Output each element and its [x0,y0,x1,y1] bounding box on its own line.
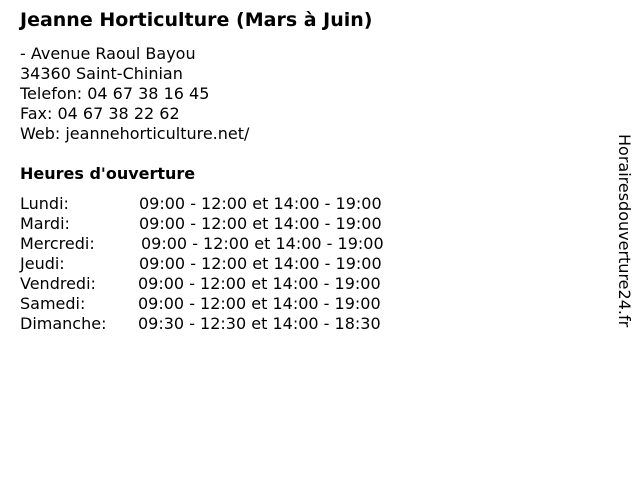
day-label: Lundi: [20,194,69,213]
day-label: Jeudi: [20,254,65,273]
hours-row: Lundi: 09:00 - 12:00 et 14:00 - 19:00 [20,194,440,214]
day-label: Dimanche: [20,314,107,333]
time-range: 09:00 - 12:00 et 14:00 - 19:00 [138,294,381,313]
website: Web: jeannehorticulture.net/ [20,124,250,143]
street: - Avenue Raoul Bayou [20,44,196,63]
hours-table: Lundi: 09:00 - 12:00 et 14:00 - 19:00 Mar… [20,194,440,334]
hours-row: Dimanche: 09:30 - 12:30 et 14:00 - 18:30 [20,314,440,334]
time-range: 09:00 - 12:00 et 14:00 - 19:00 [139,254,382,273]
time-range: 09:00 - 12:00 et 14:00 - 19:00 [141,234,384,253]
business-title: Jeanne Horticulture (Mars à Juin) [20,9,373,31]
day-label: Mardi: [20,214,70,233]
hours-row: Mardi: 09:00 - 12:00 et 14:00 - 19:00 [20,214,440,234]
hours-row: Samedi: 09:00 - 12:00 et 14:00 - 19:00 [20,294,440,314]
hours-row: Mercredi: 09:00 - 12:00 et 14:00 - 19:00 [20,234,440,254]
day-label: Samedi: [20,294,86,313]
time-range: 09:00 - 12:00 et 14:00 - 19:00 [138,274,381,293]
day-label: Vendredi: [20,274,96,293]
phone: Telefon: 04 67 38 16 45 [20,84,210,103]
time-range: 09:30 - 12:30 et 14:00 - 18:30 [138,314,381,333]
time-range: 09:00 - 12:00 et 14:00 - 19:00 [139,214,382,233]
address-block: - Avenue Raoul Bayou 34360 Saint-Chinian… [20,44,249,144]
hours-row: Vendredi: 09:00 - 12:00 et 14:00 - 19:00 [20,274,440,294]
day-label: Mercredi: [20,234,95,253]
fax: Fax: 04 67 38 22 62 [20,104,180,123]
city: 34360 Saint-Chinian [20,64,183,83]
time-range: 09:00 - 12:00 et 14:00 - 19:00 [139,194,382,213]
hours-heading: Heures d'ouverture [20,164,196,183]
hours-row: Jeudi: 09:00 - 12:00 et 14:00 - 19:00 [20,254,440,274]
brand-watermark: Horairesdouverture24.fr [615,134,634,328]
